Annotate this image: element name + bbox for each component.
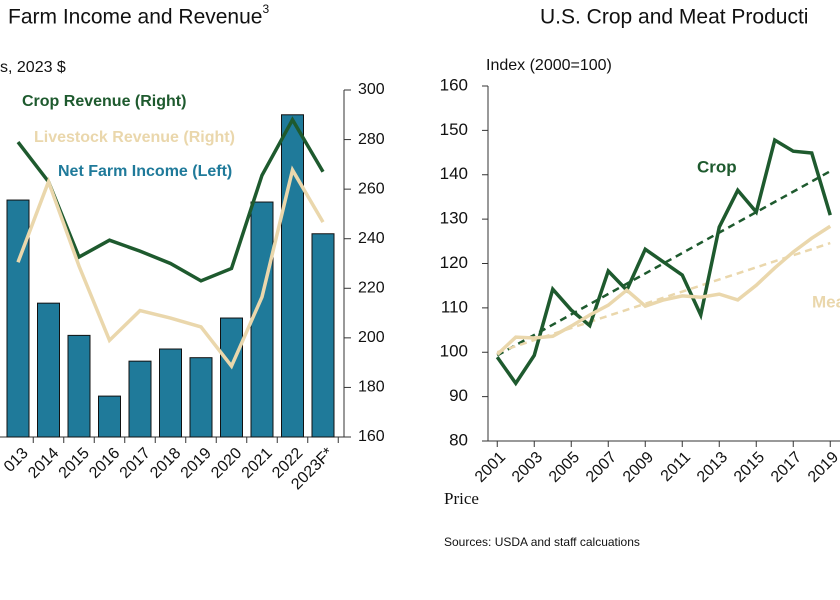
x-tick-label: 2020 <box>208 445 245 482</box>
y-tick-label: 130 <box>440 209 468 228</box>
y-tick-label: 160 <box>440 75 468 94</box>
line <box>496 224 832 356</box>
x-tick-label: 2021 <box>239 445 276 482</box>
note: Price <box>444 489 479 508</box>
x-tick-label: 2019 <box>178 445 215 482</box>
x-tick-label: 2017 <box>768 449 805 486</box>
y-tick-label: 150 <box>440 120 468 139</box>
axis-label: Index (2000=100) <box>486 57 612 74</box>
y2-tick-label: 280 <box>358 131 385 148</box>
x-tick-label: 2019 <box>805 449 840 486</box>
bar <box>220 317 243 438</box>
x-tick-label: 2015 <box>56 445 93 482</box>
x-tick-label: 2005 <box>546 449 583 486</box>
bar <box>6 199 30 438</box>
y2-tick-label: 180 <box>358 379 385 396</box>
chart-title: U.S. Crop and Meat Producti <box>540 6 808 29</box>
y2-tick-label: 260 <box>358 180 385 197</box>
x-tick-label: 2017 <box>117 445 154 482</box>
legend-label: Crop Revenue (Right) <box>22 93 186 110</box>
series-label: Crop <box>697 157 737 176</box>
x-tick-label: 2007 <box>583 449 620 486</box>
source: Sources: USDA and staff calcuations <box>444 535 640 549</box>
bar <box>128 360 152 438</box>
y-tick-label: 80 <box>449 430 468 449</box>
bar <box>37 302 60 438</box>
y-tick-label: 90 <box>449 386 468 405</box>
y2-tick-label: 300 <box>358 81 385 98</box>
line <box>16 165 325 370</box>
series-label: Mea <box>812 292 840 311</box>
y2-tick-label: 160 <box>358 428 385 445</box>
line <box>16 116 325 283</box>
bar <box>281 114 304 438</box>
x-tick-label: 2003 <box>509 449 546 486</box>
line <box>495 137 832 387</box>
bar <box>189 357 213 438</box>
superscript: 3 <box>262 2 269 16</box>
bar <box>250 201 274 438</box>
legend-label: Livestock Revenue (Right) <box>34 129 235 146</box>
x-tick-label: 2016 <box>86 445 123 482</box>
chart-title: Farm Income and Revenue3 <box>8 2 269 28</box>
y2-tick-label: 240 <box>358 230 385 247</box>
x-tick-label: 2011 <box>658 449 694 485</box>
bar <box>67 334 91 438</box>
y-tick-label: 100 <box>440 342 468 361</box>
x-tick-label: 2014 <box>25 445 62 482</box>
y-tick-label: 110 <box>441 297 468 316</box>
x-tick-label: 2001 <box>472 449 509 486</box>
x-tick-label: 2018 <box>147 445 184 482</box>
y2-tick-label: 200 <box>358 329 385 346</box>
trendline <box>496 170 831 357</box>
trendline <box>496 241 831 354</box>
y2-tick-label: 220 <box>358 280 385 297</box>
y-tick-label: 140 <box>440 164 468 183</box>
x-tick-label: 2013 <box>694 449 731 486</box>
bar <box>159 348 182 438</box>
legend-label: Net Farm Income (Left) <box>58 163 232 180</box>
y-tick-label: 120 <box>440 253 468 272</box>
x-tick-label: 2015 <box>731 449 768 486</box>
axis-label: s, 2023 $ <box>0 59 66 76</box>
x-tick-label: 2009 <box>620 449 657 486</box>
bar <box>311 233 335 438</box>
bar <box>98 395 121 438</box>
